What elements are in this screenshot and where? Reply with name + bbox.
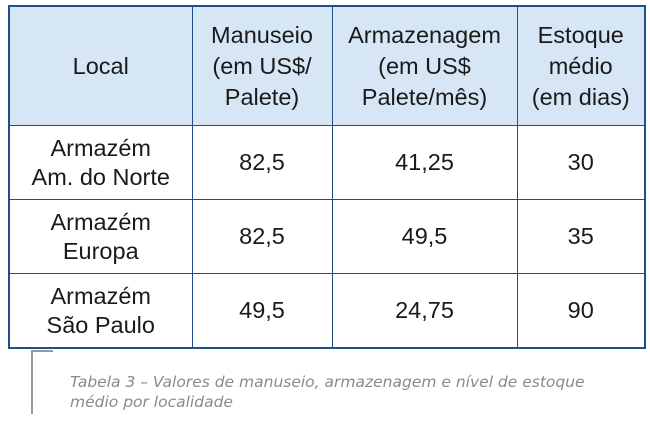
cell-local-line: Armazém: [50, 208, 152, 235]
cell-local: Armazém São Paulo: [8, 273, 193, 349]
cell-local: Armazém Europa: [8, 199, 193, 274]
table-header-row: Local Manuseio (em US$/ Palete) Armazena…: [8, 5, 646, 126]
cell-manuseio: 82,5: [191, 199, 333, 274]
data-table: Local Manuseio (em US$/ Palete) Armazena…: [8, 5, 646, 349]
table-caption: Tabela 3 – Valores de manuseio, armazena…: [70, 372, 630, 412]
header-local-line: Local: [72, 52, 129, 79]
header-manuseio-line: Manuseio: [211, 21, 313, 48]
cell-estoque: 35: [516, 199, 646, 274]
cell-local: Armazém Am. do Norte: [8, 125, 193, 200]
cell-estoque: 90: [516, 273, 646, 349]
data-table-container: Local Manuseio (em US$/ Palete) Armazena…: [8, 5, 646, 349]
header-armazenagem-line: Palete/mês): [361, 83, 488, 110]
cell-armazenagem: 49,5: [331, 199, 518, 274]
header-estoque-line: Estoque: [537, 21, 624, 48]
cell-local-line: Armazém: [50, 134, 152, 161]
header-estoque-line: médio: [548, 52, 613, 79]
header-armazenagem: Armazenagem (em US$ Palete/mês): [331, 5, 518, 126]
header-manuseio-line: (em US$/: [212, 52, 312, 79]
cell-local-line: São Paulo: [46, 311, 155, 338]
header-manuseio: Manuseio (em US$/ Palete): [191, 5, 333, 126]
header-manuseio-line: Palete): [224, 83, 300, 110]
header-estoque-line: (em dias): [531, 83, 630, 110]
cell-local-line: Europa: [62, 237, 139, 264]
header-armazenagem-line: Armazenagem: [348, 21, 501, 48]
cell-local-line: Am. do Norte: [31, 163, 170, 190]
cell-armazenagem: 41,25: [331, 125, 518, 200]
cell-local-line: Armazém: [50, 282, 152, 309]
cell-manuseio: 82,5: [191, 125, 333, 200]
cell-estoque: 30: [516, 125, 646, 200]
table-row: Armazém Am. do Norte 82,5 41,25 30: [8, 125, 646, 200]
caption-line: médio por localidade: [70, 393, 233, 411]
caption-bracket-line: [31, 350, 53, 414]
header-estoque: Estoque médio (em dias): [516, 5, 646, 126]
caption-line: Tabela 3 – Valores de manuseio, armazena…: [70, 373, 585, 391]
cell-armazenagem: 24,75: [331, 273, 518, 349]
header-armazenagem-line: (em US$: [378, 52, 471, 79]
table-row: Armazém São Paulo 49,5 24,75 90: [8, 273, 646, 349]
table-row: Armazém Europa 82,5 49,5 35: [8, 199, 646, 274]
header-local: Local: [8, 5, 193, 126]
cell-manuseio: 49,5: [191, 273, 333, 349]
